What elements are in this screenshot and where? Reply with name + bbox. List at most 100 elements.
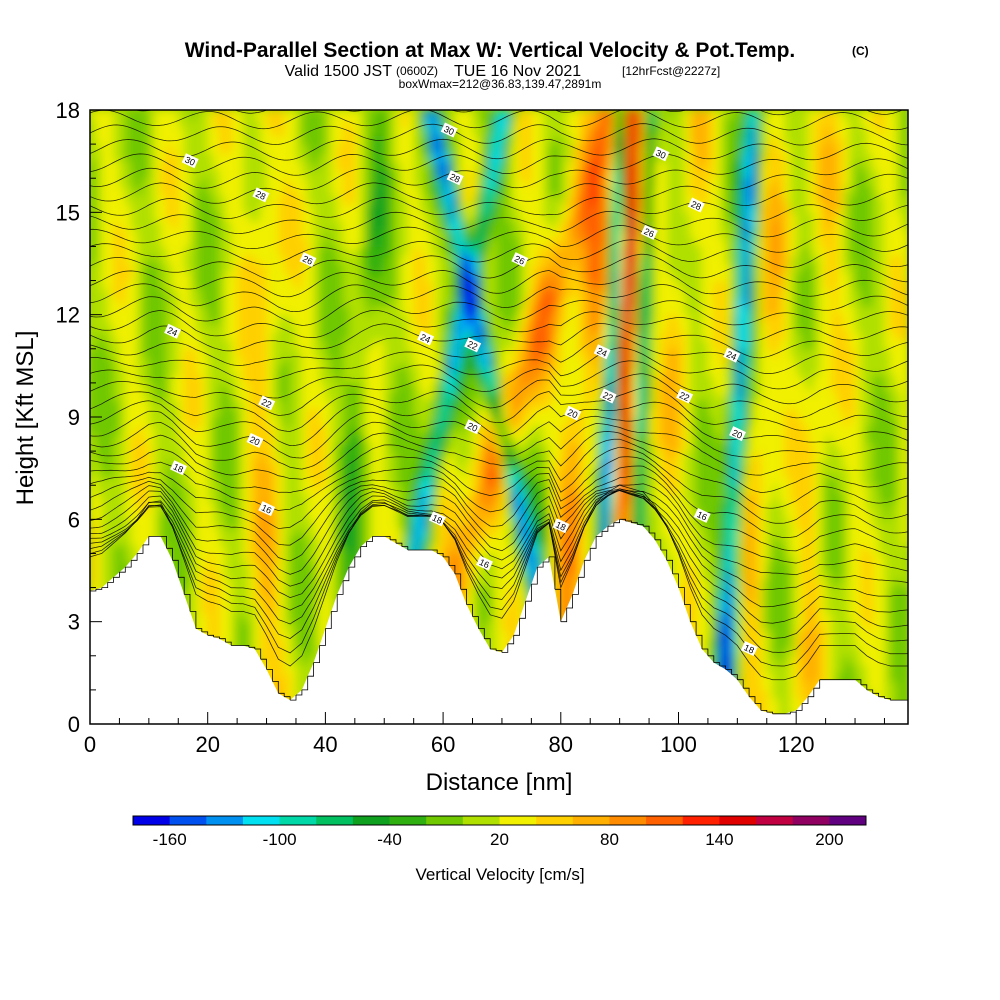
velocity-cell <box>284 417 291 427</box>
velocity-cell <box>260 297 268 307</box>
velocity-cell <box>207 135 215 145</box>
velocity-cell <box>301 604 309 614</box>
velocity-cell <box>301 425 309 435</box>
velocity-cell <box>184 519 191 529</box>
velocity-cell <box>195 536 203 546</box>
velocity-cell <box>107 417 115 427</box>
velocity-cell <box>113 408 121 418</box>
velocity-cell <box>490 519 497 529</box>
velocity-cell <box>431 442 438 452</box>
velocity-cell <box>490 178 497 188</box>
velocity-cell <box>219 485 226 495</box>
velocity-cell <box>478 152 485 162</box>
velocity-cell <box>231 246 238 256</box>
velocity-cell <box>125 289 132 299</box>
velocity-cell <box>207 306 215 316</box>
velocity-cell <box>343 348 350 358</box>
velocity-cell <box>195 161 203 171</box>
velocity-cell <box>313 118 321 128</box>
velocity-cell <box>207 579 215 589</box>
velocity-cell <box>337 314 344 324</box>
velocity-cell <box>248 459 256 469</box>
velocity-cell <box>348 365 356 375</box>
velocity-cell <box>225 118 232 128</box>
velocity-cell <box>231 544 238 555</box>
velocity-cell <box>384 451 391 461</box>
velocity-cell <box>466 263 474 273</box>
velocity-cell <box>419 178 427 188</box>
velocity-cell <box>295 144 303 154</box>
velocity-cell <box>343 553 350 563</box>
velocity-cell <box>207 476 215 486</box>
velocity-cell <box>248 246 256 256</box>
velocity-cell <box>325 357 332 367</box>
velocity-cell <box>413 391 421 401</box>
velocity-cell <box>207 161 215 171</box>
velocity-cell <box>360 306 368 316</box>
velocity-cell <box>401 459 409 469</box>
velocity-cell <box>125 553 132 563</box>
velocity-cell <box>160 186 168 196</box>
velocity-cell <box>448 237 456 248</box>
velocity-cell <box>225 272 232 282</box>
velocity-cell <box>172 502 179 512</box>
velocity-cell <box>454 561 462 572</box>
velocity-cell <box>272 220 279 230</box>
velocity-cell <box>248 638 256 648</box>
velocity-cell <box>319 169 326 179</box>
velocity-cell <box>454 570 462 580</box>
velocity-cell <box>290 186 297 196</box>
velocity-cell <box>219 408 226 418</box>
velocity-cell <box>290 604 297 614</box>
velocity-cell <box>213 596 221 606</box>
velocity-cell <box>295 561 303 572</box>
velocity-cell <box>372 442 379 452</box>
velocity-cell <box>319 340 326 350</box>
velocity-cell <box>348 135 356 145</box>
velocity-cell <box>396 178 403 188</box>
velocity-cell <box>213 331 221 341</box>
velocity-cell <box>460 263 468 273</box>
velocity-cell <box>454 493 462 503</box>
velocity-cell <box>437 144 444 154</box>
velocity-cell <box>148 425 156 435</box>
velocity-cell <box>466 510 474 520</box>
velocity-cell <box>307 263 315 273</box>
velocity-cell <box>90 408 97 418</box>
velocity-cell <box>166 399 173 410</box>
velocity-cell <box>472 596 479 606</box>
velocity-cell <box>348 323 356 333</box>
velocity-cell <box>154 417 162 427</box>
velocity-cell <box>443 544 450 555</box>
velocity-cell <box>172 306 179 316</box>
velocity-cell <box>319 246 326 256</box>
velocity-cell <box>113 544 121 555</box>
velocity-cell <box>137 434 144 444</box>
velocity-cell <box>172 212 179 222</box>
velocity-cell <box>278 220 285 230</box>
velocity-cell <box>254 127 262 137</box>
velocity-cell <box>331 527 338 537</box>
velocity-cell <box>190 613 197 623</box>
velocity-cell <box>348 314 356 324</box>
velocity-cell <box>195 519 203 529</box>
velocity-cell <box>448 144 456 154</box>
velocity-cell <box>260 587 268 597</box>
velocity-cell <box>466 229 474 239</box>
velocity-cell <box>337 425 344 435</box>
velocity-cell <box>413 544 421 555</box>
velocity-cell <box>101 314 109 324</box>
velocity-cell <box>478 587 485 597</box>
velocity-cell <box>348 169 356 179</box>
velocity-cell <box>360 169 368 179</box>
velocity-cell <box>431 186 438 196</box>
velocity-cell <box>154 323 162 333</box>
velocity-cell <box>454 203 462 213</box>
velocity-cell <box>284 118 291 128</box>
velocity-cell <box>484 118 491 128</box>
velocity-cell <box>413 237 421 248</box>
velocity-cell <box>454 417 462 427</box>
velocity-cell <box>213 630 221 640</box>
velocity-cell <box>142 331 150 341</box>
velocity-cell <box>431 229 438 239</box>
